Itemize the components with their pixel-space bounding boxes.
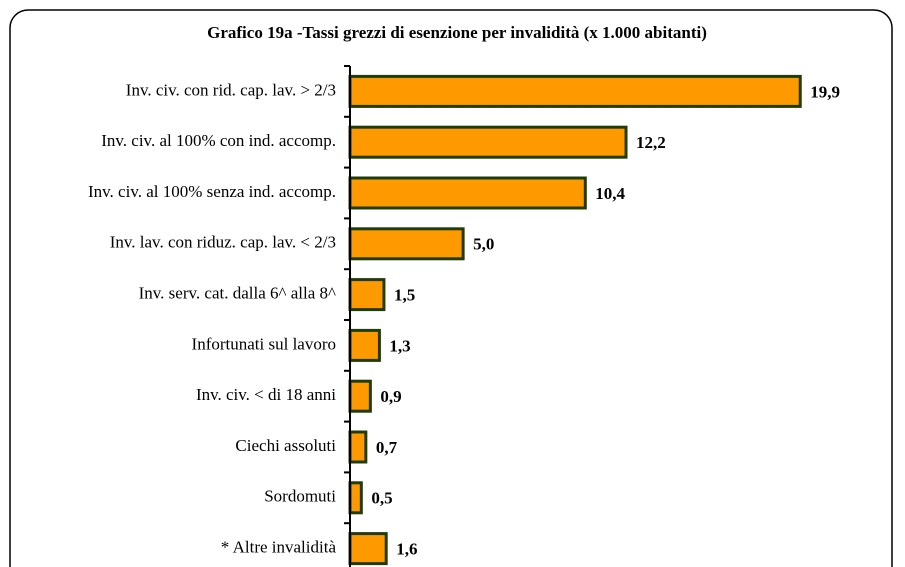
value-label: 0,7 [376,438,398,457]
value-label: 5,0 [473,235,494,254]
y-tick-label: Infortunati sul lavoro [192,334,336,353]
y-tick-label: Inv. civ. con rid. cap. lav. > 2/3 [126,80,336,99]
value-label: 19,9 [810,82,840,101]
value-label: 10,4 [595,184,625,203]
chart-title: Grafico 19a -Tassi grezzi di esenzione p… [207,23,707,42]
y-tick-label: Inv. civ. al 100% con ind. accomp. [101,131,336,150]
chart-border [9,9,893,567]
value-label: 12,2 [636,133,666,152]
y-tick-label: Inv. civ. < di 18 anni [196,385,336,404]
y-tick-label: Inv. lav. con riduz. cap. lav. < 2/3 [110,233,336,252]
bar [348,481,363,515]
bar [348,176,587,210]
value-label: 0,5 [371,489,392,508]
bar [348,278,386,312]
y-tick-label: * Altre invalidità [221,538,337,557]
bar [348,74,802,108]
value-label: 0,9 [380,387,401,406]
y-tick-label: Inv. civ. al 100% senza ind. accomp. [88,182,336,201]
value-label: 1,5 [394,286,415,305]
bar [348,532,388,566]
bar [348,328,381,362]
bar [348,430,368,464]
value-label: 1,3 [389,336,410,355]
bar [348,227,465,261]
y-tick-label: Ciechi assoluti [235,436,336,455]
y-tick-label: Sordomuti [264,487,336,506]
bar [348,379,372,413]
value-label: 1,6 [396,540,417,559]
y-tick-label: Inv. serv. cat. dalla 6^ alla 8^ [139,284,336,303]
bar [348,125,628,159]
